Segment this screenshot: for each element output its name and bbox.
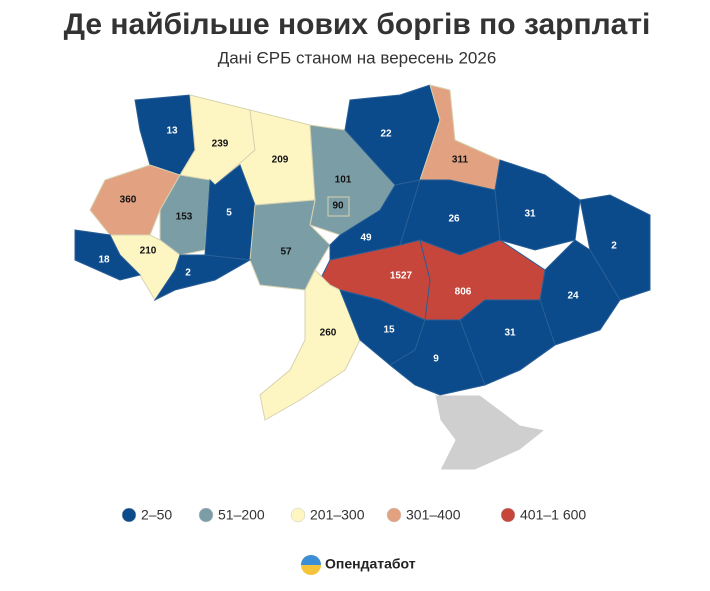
region-value: 239 [212,139,229,150]
region [389,319,486,396]
region [494,159,581,251]
brand-icon-top [301,555,321,565]
region-value: 49 [360,233,372,244]
region-value: 13 [166,126,178,137]
legend-swatch [121,507,137,523]
region-value: 22 [380,129,392,140]
legend-label: 2–50 [141,507,172,523]
region-value: 5 [226,208,232,219]
legend-swatch [198,507,214,523]
legend-swatch [386,507,402,523]
legend: 2–50 51–200 201–300 301–400 401–1 600 [121,507,586,523]
brand: Опендатабот [301,555,416,575]
brand-name: Опендатабот [325,556,416,572]
region [153,254,252,302]
region-value: 1527 [390,271,413,282]
region-value: 101 [335,175,352,186]
region-value: 360 [120,195,137,206]
region [327,196,350,217]
region-value: 2 [611,241,617,252]
region-value: 26 [448,214,460,225]
region-value: 210 [140,246,157,257]
region [89,164,181,236]
region-value: 153 [176,212,193,223]
region-value: 31 [504,328,516,339]
legend-swatch [500,507,516,523]
legend-label: 401–1 600 [520,507,586,523]
crimea [434,394,547,471]
region-value: 9 [433,354,439,365]
region [134,94,196,176]
title: Де найбільше нових боргів по зарплаті [64,8,651,41]
region-value: 260 [320,328,337,339]
region-value: 31 [524,209,536,220]
region [259,269,361,421]
legend-label: 301–400 [406,507,461,523]
region-value: 806 [455,287,472,298]
region-value: 2 [185,268,191,279]
region-value: 57 [280,247,292,258]
region-value: 18 [98,255,110,266]
legend-label: 51–200 [218,507,265,523]
region-value: 24 [567,291,579,302]
map [74,84,651,471]
legend-swatch [290,507,306,523]
region-value: 90 [332,201,344,212]
region [74,229,141,281]
legend-label: 201–300 [310,507,365,523]
region-value: 15 [383,325,395,336]
region-value: 311 [452,155,469,166]
region-value: 209 [272,155,289,166]
subtitle: Дані ЄРБ станом на вересень 2026 [218,48,497,67]
